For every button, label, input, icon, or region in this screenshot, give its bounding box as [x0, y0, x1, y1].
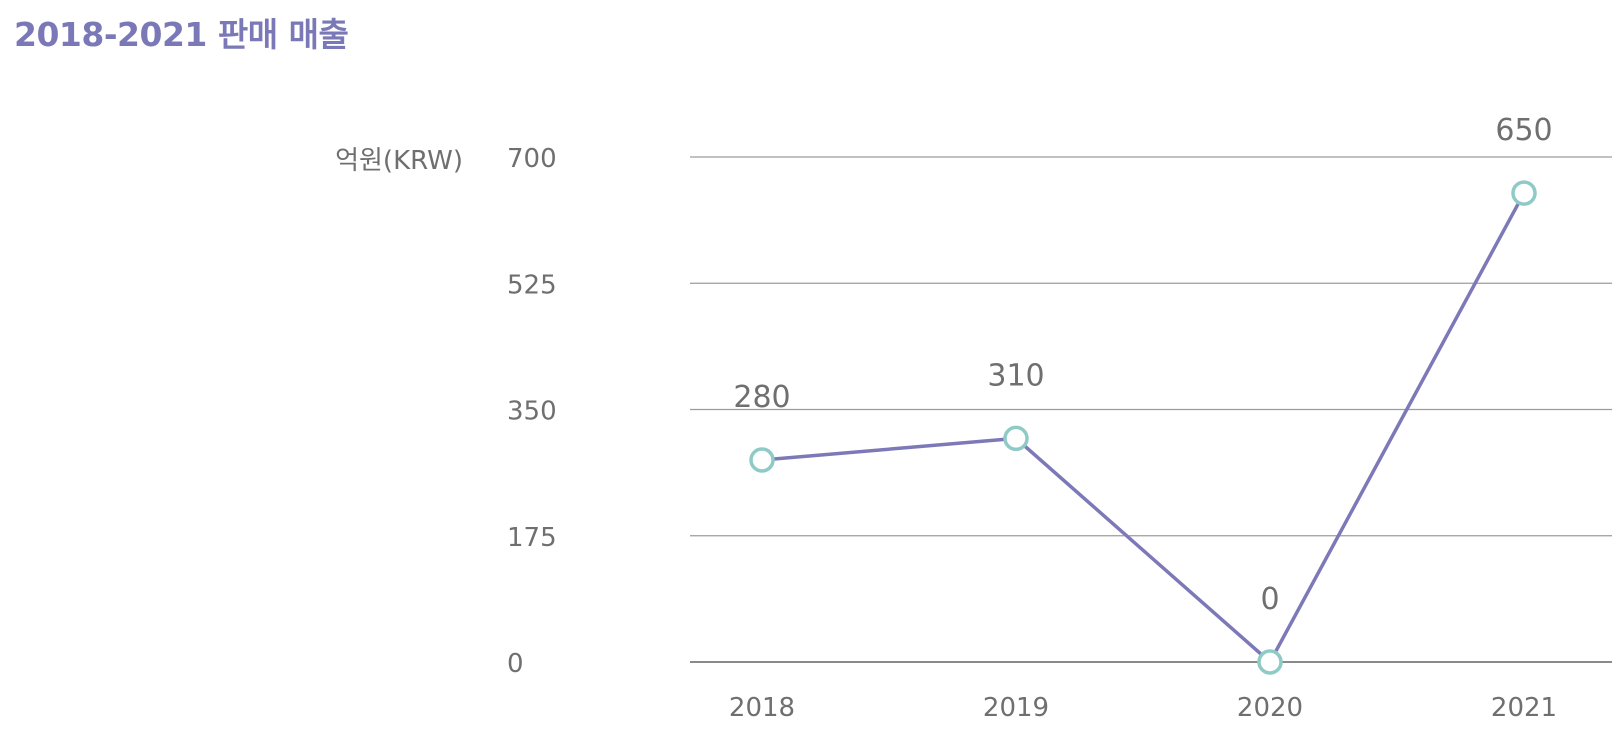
- data-label: 310: [987, 358, 1044, 393]
- data-point: [1003, 425, 1029, 452]
- x-axis-ticks: 2018 2019 2020 2021: [729, 693, 1557, 723]
- data-label: 280: [733, 380, 790, 415]
- x-tick-label: 2018: [729, 693, 795, 723]
- data-point: [1511, 180, 1537, 206]
- chart-title: 2018-2021 판매 매출: [14, 15, 349, 54]
- y-tick-label: 700: [507, 144, 557, 174]
- y-tick-label: 525: [507, 270, 557, 300]
- data-point: [749, 447, 775, 473]
- data-label: 0: [1260, 582, 1279, 617]
- data-labels: 280 310 0 650: [733, 113, 1552, 617]
- series-line-group: [761, 192, 1526, 664]
- y-tick-label: 350: [507, 397, 557, 427]
- data-label: 650: [1495, 113, 1552, 148]
- grid-lines: [690, 156, 1612, 663]
- y-axis-ticks: 0 175 350 525 700: [507, 144, 557, 679]
- series-points: [749, 180, 1537, 675]
- x-tick-label: 2019: [983, 693, 1049, 723]
- y-tick-label: 0: [507, 649, 524, 679]
- x-tick-label: 2020: [1237, 693, 1303, 723]
- y-axis-title: 억원(KRW): [335, 146, 463, 176]
- data-point: [1257, 649, 1283, 675]
- y-tick-label: 175: [507, 523, 557, 553]
- series-line: [761, 192, 1526, 664]
- x-tick-label: 2021: [1491, 693, 1557, 723]
